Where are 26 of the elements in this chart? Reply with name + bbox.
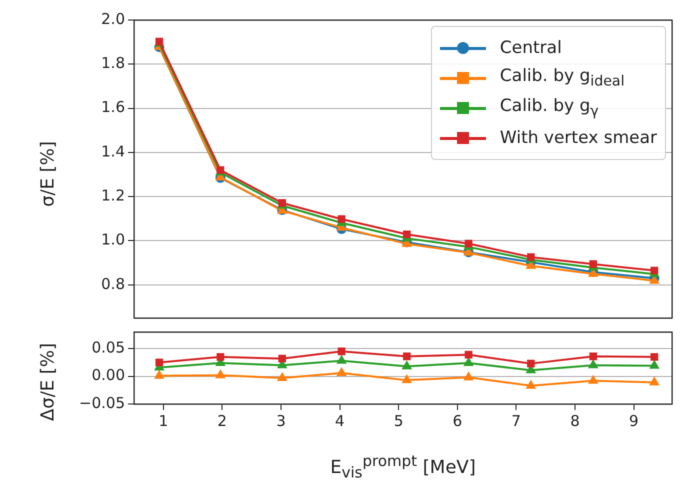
x-tick-label: 1 — [158, 412, 168, 430]
y-axis-title: σ/E [%] — [38, 141, 58, 207]
x-tick-label: 7 — [511, 412, 521, 430]
y-tick-label: 1.6 — [101, 98, 125, 116]
y-tick-label: 0.00 — [92, 366, 125, 384]
y-tick-label: 0.8 — [101, 274, 125, 293]
y-tick-label: 0.05 — [92, 338, 125, 357]
legend-label: Central — [500, 38, 562, 58]
x-tick-label: 5 — [394, 412, 404, 430]
x-axis-title: E$_{vis}$$^{prompt}$ [MeV] — [330, 452, 476, 482]
y-axis-title: Δσ/E [%] — [38, 342, 58, 422]
legend-label: With vertex smear — [500, 128, 657, 148]
x-tick-label: 8 — [570, 412, 580, 430]
y-tick-label: 1.4 — [101, 142, 125, 160]
x-tick-label: 2 — [217, 412, 227, 430]
legend-label: Calib. by g$_{γ}$ — [500, 96, 599, 120]
x-tick-label: 3 — [276, 412, 286, 430]
y-tick-label: 1.2 — [101, 186, 125, 204]
legend-label: Calib. by g$_{ideal}$ — [500, 66, 625, 90]
y-tick-label: 1.8 — [101, 54, 125, 72]
x-tick-label: 9 — [629, 412, 639, 430]
y-tick-label: −0.05 — [79, 394, 125, 412]
x-tick-label: 4 — [335, 412, 345, 430]
x-tick-label: 6 — [452, 412, 462, 430]
y-tick-label: 2.0 — [101, 10, 125, 28]
y-tick-label: 1.0 — [101, 230, 125, 249]
